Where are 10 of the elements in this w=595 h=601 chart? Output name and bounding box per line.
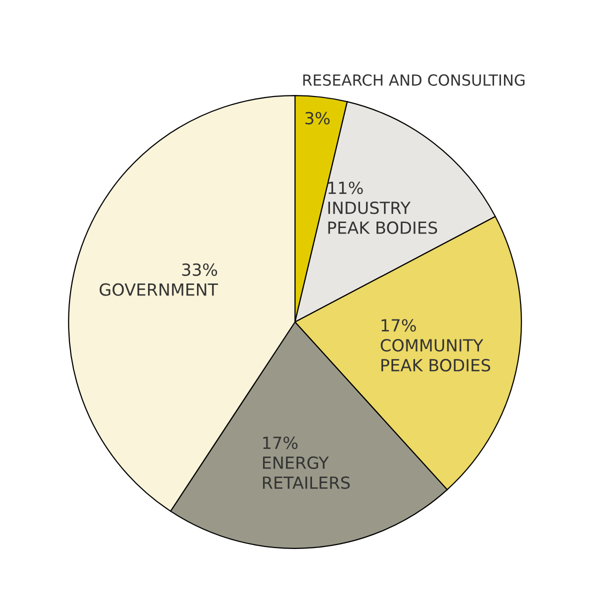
- slice-label: ENERGY RETAILERS: [263, 456, 350, 489]
- slice-label: COMMUNITY PEAK BODIES: [380, 338, 490, 372]
- slice-label: INDUSTRY PEAK BODIES: [328, 201, 438, 234]
- slice-label: GOVERNMENT: [100, 283, 218, 296]
- data-label: 11%: [328, 182, 363, 194]
- slice-label: RESEARCH AND CONSULTING: [303, 74, 524, 86]
- data-label: 33%: [182, 263, 218, 276]
- data-label: 3%: [305, 112, 330, 124]
- data-label: 17%: [263, 436, 298, 450]
- data-label: 17%: [382, 319, 416, 332]
